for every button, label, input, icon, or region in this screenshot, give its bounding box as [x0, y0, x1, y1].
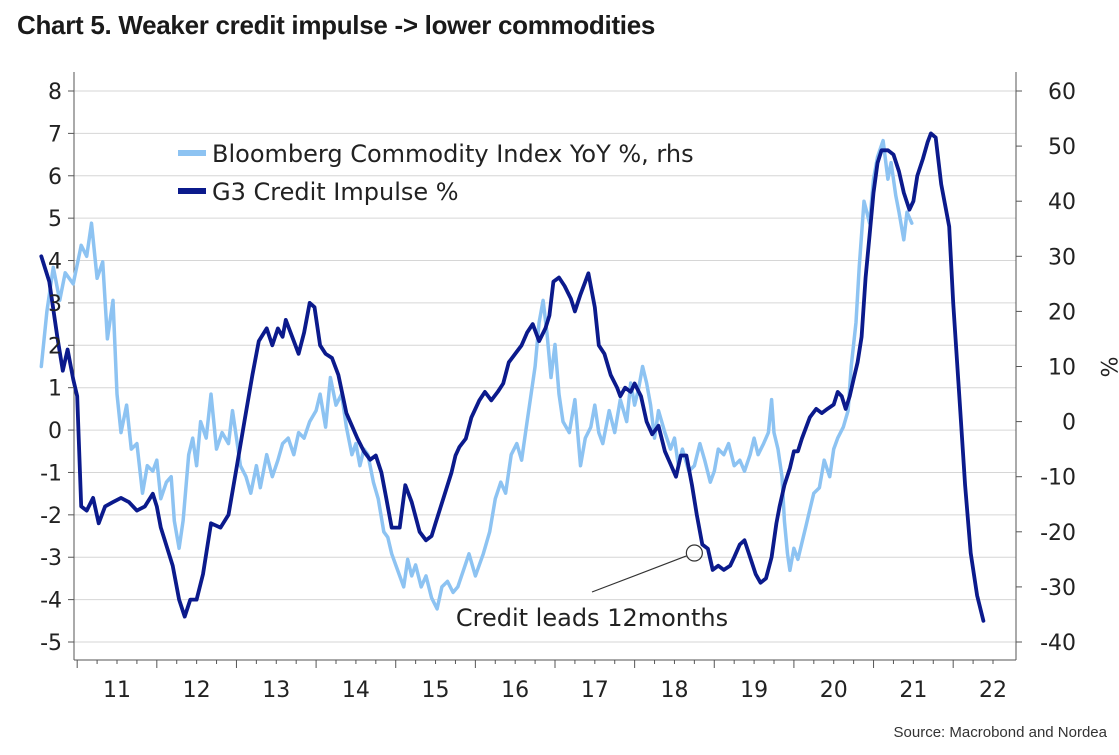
right-tick-label: -30: [1040, 576, 1076, 601]
left-tick-label: -2: [40, 504, 62, 529]
x-tick-label: 14: [342, 678, 370, 703]
left-tick-label: 4: [48, 250, 62, 275]
left-tick-label: 2: [48, 334, 62, 359]
source-note: Source: Macrobond and Nordea: [893, 724, 1107, 741]
right-tick-label: 40: [1048, 190, 1076, 215]
right-axis-label: %: [1095, 357, 1119, 378]
left-tick-label: 8: [48, 80, 62, 105]
x-tick-label: 16: [501, 678, 529, 703]
right-tick-label: 0: [1062, 411, 1076, 436]
x-tick-label: 19: [740, 678, 768, 703]
right-tick-label: 50: [1048, 135, 1076, 160]
legend-label: Bloomberg Commodity Index YoY %, rhs: [212, 140, 694, 168]
x-tick-label: 12: [183, 678, 211, 703]
legend-label: G3 Credit Impulse %: [212, 178, 459, 206]
x-tick-label: 13: [262, 678, 290, 703]
right-tick-label: -20: [1040, 521, 1076, 546]
x-tick-label: 11: [103, 678, 131, 703]
x-tick-label: 18: [660, 678, 688, 703]
left-tick-label: 0: [48, 419, 62, 444]
right-tick-label: 30: [1048, 245, 1076, 270]
annotation-marker: [685, 544, 703, 562]
series-lines: [39, 131, 986, 623]
annotation-pointer: [591, 555, 687, 593]
annotation: Credit leads 12months: [456, 544, 728, 632]
left-tick-label: -5: [40, 631, 62, 656]
left-tick-label: 5: [48, 207, 62, 232]
right-tick-label: -40: [1040, 631, 1076, 656]
x-tick-label: 22: [979, 678, 1007, 703]
credit-impulse-line: [39, 131, 986, 623]
annotation-label: Credit leads 12months: [456, 604, 728, 632]
commodity-index-line: [39, 138, 914, 611]
left-tick-label: -3: [40, 546, 62, 571]
chart-title: Chart 5. Weaker credit impulse -> lower …: [17, 10, 656, 40]
left-tick-label: 7: [48, 122, 62, 147]
left-tick-label: -4: [40, 589, 62, 614]
x-tick-label: 20: [820, 678, 848, 703]
left-axis-ticks: 8 7 6 5 4 3 2 1 0 -1 -2 -3 -4 -5: [40, 80, 74, 656]
right-axis-ticks: 60 50 40 30 20 10 0 -10 -20 -30 -40%: [1016, 80, 1119, 656]
x-tick-label: 15: [422, 678, 450, 703]
left-tick-label: -1: [40, 461, 62, 486]
right-tick-label: 20: [1048, 300, 1076, 325]
left-tick-label: 3: [48, 292, 62, 317]
right-tick-label: -10: [1040, 466, 1076, 491]
x-axis-ticks: 11 12 13 14 15 16 17 18 19 20 21 22: [76, 660, 1007, 703]
x-tick-label: 17: [581, 678, 609, 703]
legend: Bloomberg Commodity Index YoY %, rhs G3 C…: [178, 140, 694, 206]
x-tick-label: 21: [899, 678, 927, 703]
left-tick-label: 6: [48, 165, 62, 190]
right-tick-label: 10: [1048, 356, 1076, 381]
right-tick-label: 60: [1048, 80, 1076, 105]
left-tick-label: 1: [48, 377, 62, 402]
